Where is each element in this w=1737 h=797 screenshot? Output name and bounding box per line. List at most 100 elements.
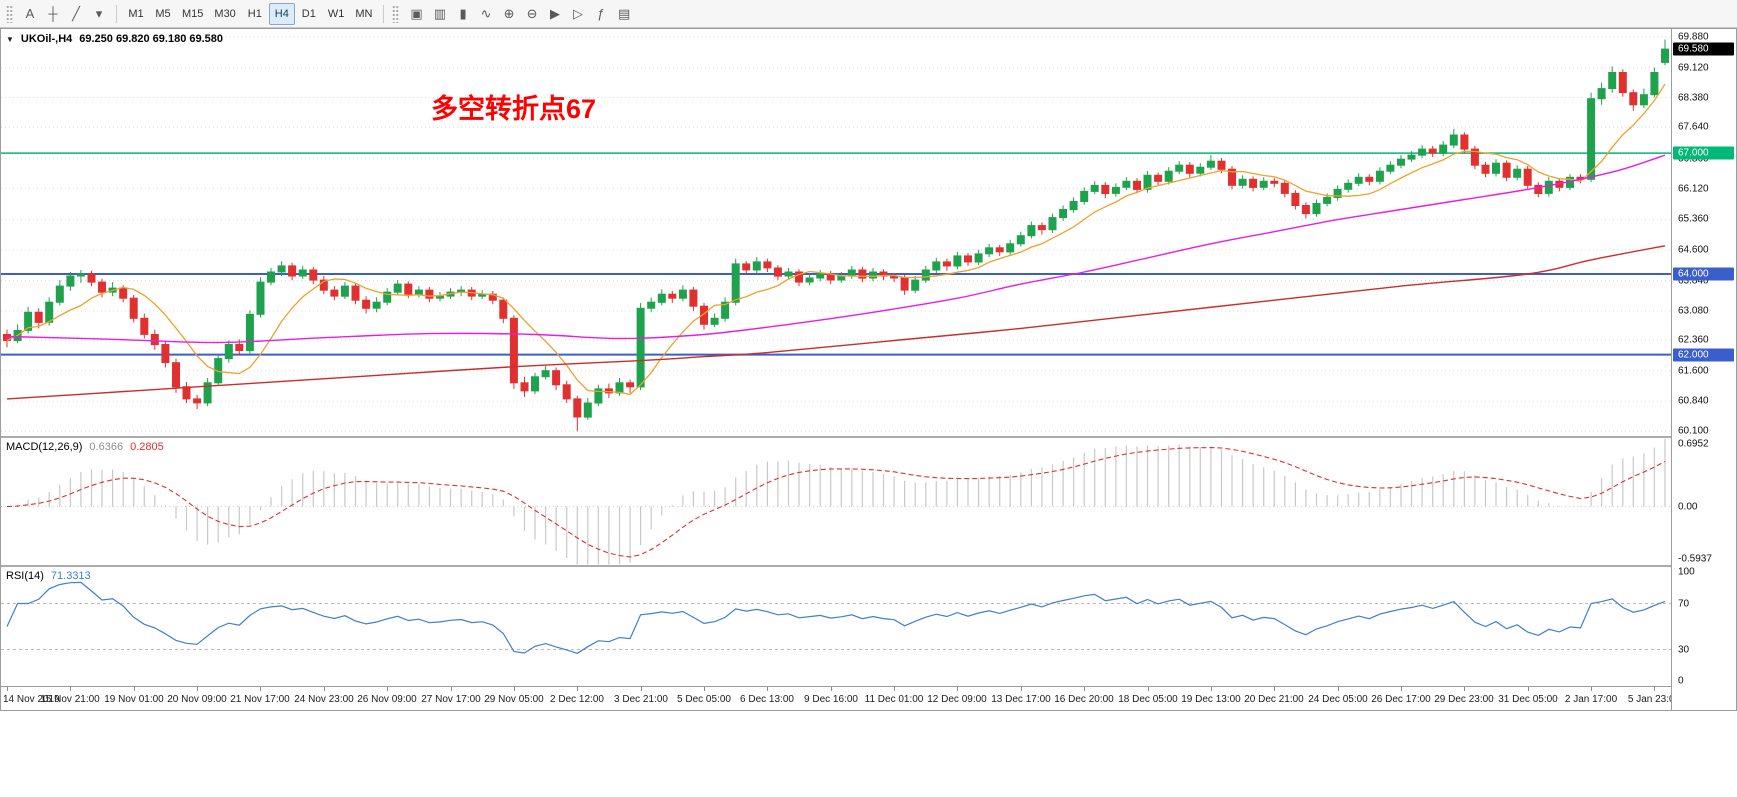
candlestick <box>1059 205 1068 221</box>
macd-panel[interactable]: MACD(12,26,9) 0.6366 0.2805 <box>1 438 1671 565</box>
candlestick <box>1037 222 1046 235</box>
time-label: 14 Nov 2019 <box>3 694 60 705</box>
candlestick <box>995 245 1004 256</box>
candlestick <box>182 382 191 403</box>
rsi-panel[interactable]: RSI(14) 71.3313 <box>1 567 1671 686</box>
crosshair-tool-icon: ┼ <box>48 6 58 21</box>
timeframe-h4-button[interactable]: H4 <box>268 2 295 25</box>
bar-chart-mode-icon: ▥ <box>433 6 447 21</box>
candlestick <box>298 265 307 279</box>
shapes-dropdown-button[interactable]: ▾ <box>88 3 110 25</box>
candlestick <box>879 269 888 281</box>
candlestick <box>921 265 930 283</box>
chart-title: ▼ UKOil-,H4 69.250 69.820 69.180 69.580 <box>6 33 223 45</box>
panel-splitter[interactable] <box>1 565 1671 567</box>
timeframe-m1-button[interactable]: M1 <box>123 3 149 25</box>
candlestick <box>1291 190 1300 210</box>
crosshair-tool-button[interactable]: ┼ <box>42 3 64 25</box>
candlestick <box>161 341 170 368</box>
price-axis[interactable]: 69.88069.12068.38067.64066.86066.12065.3… <box>1671 29 1736 710</box>
time-label: 12 Dec 09:00 <box>927 694 987 705</box>
timeframe-m30-button[interactable]: M30 <box>209 3 240 25</box>
text-label-tool-button[interactable]: A <box>19 3 41 25</box>
time-label: 16 Dec 20:00 <box>1054 694 1114 705</box>
time-tick <box>1211 687 1212 691</box>
candlestick <box>224 340 233 363</box>
line-chart-mode-button[interactable]: ∿ <box>475 3 497 25</box>
candlestick <box>1048 213 1057 233</box>
candlestick-chart[interactable] <box>1 29 1671 436</box>
candlestick <box>932 257 941 274</box>
axis-tick-label: 68.380 <box>1678 92 1709 103</box>
templates-button[interactable]: ▤ <box>613 3 635 25</box>
time-tick <box>1274 687 1275 691</box>
level-price-box: 64.000 <box>1673 267 1734 281</box>
candlestick <box>214 354 223 386</box>
candlestick <box>1270 178 1279 188</box>
candlestick <box>531 372 539 395</box>
symbol-period-label: UKOil-,H4 <box>20 33 73 45</box>
candlestick <box>1027 221 1036 239</box>
candlestick <box>1301 202 1310 219</box>
timeframe-mn-button[interactable]: MN <box>350 3 377 25</box>
chart-shift-button[interactable]: ▷ <box>567 3 589 25</box>
time-label: 15 Nov 21:00 <box>40 694 100 705</box>
axis-tick-label: 100 <box>1678 566 1695 578</box>
candlestick <box>1597 82 1606 105</box>
time-tick <box>1591 687 1592 691</box>
candlestick <box>668 290 677 303</box>
time-tick <box>260 687 261 691</box>
level-price-box: 67.000 <box>1673 146 1734 160</box>
bar-chart-mode-button[interactable]: ▥ <box>429 3 451 25</box>
axis-tick-label: 61.600 <box>1678 365 1709 377</box>
collapse-icon[interactable]: ▼ <box>6 34 14 44</box>
time-label: 9 Dec 16:00 <box>804 694 858 705</box>
timeframe-d1-button[interactable]: D1 <box>296 3 322 25</box>
candlestick <box>594 384 603 407</box>
candlestick-mode-button[interactable]: ▮ <box>452 3 474 25</box>
timeframe-m5-button[interactable]: M5 <box>150 3 176 25</box>
time-tick <box>134 687 135 691</box>
chart-shift-icon: ▷ <box>573 6 584 21</box>
candlestick <box>700 303 708 330</box>
shapes-dropdown-icon: ▾ <box>95 6 103 21</box>
chart-tools-toolbar: ▣ ▥ ▮ ∿ ⊕ ⊖ ▶ ▷ ƒ ▤ <box>405 3 635 25</box>
auto-scroll-button[interactable]: ▶ <box>544 3 566 25</box>
timeframe-w1-button[interactable]: W1 <box>323 3 350 25</box>
toolbar-separator <box>383 4 385 23</box>
zoom-in-button[interactable]: ⊕ <box>498 3 520 25</box>
toolbar-grip[interactable] <box>392 4 400 23</box>
macd-chart[interactable] <box>1 438 1671 565</box>
timeframe-m15-button[interactable]: M15 <box>177 3 208 25</box>
time-axis[interactable]: 14 Nov 2019 15 Nov 21:00 19 Nov 01:00 20 No… <box>1 686 1680 710</box>
candlestick <box>1608 66 1617 93</box>
toolbar-grip[interactable] <box>6 4 13 23</box>
axis-tick-label: 66.120 <box>1678 183 1709 195</box>
candlestick <box>1639 88 1648 108</box>
candlestick <box>1164 167 1173 185</box>
candlestick <box>3 329 11 348</box>
trendline-tool-button[interactable]: ╱ <box>65 3 87 25</box>
candlestick <box>256 277 265 318</box>
axis-tick-label: 65.360 <box>1678 213 1709 225</box>
candlestick <box>372 297 381 313</box>
time-label: 3 Dec 21:00 <box>614 694 668 705</box>
candlestick <box>1397 155 1405 169</box>
panel-splitter[interactable] <box>1 436 1671 438</box>
price-chart-panel[interactable]: ▼ UKOil-,H4 69.250 69.820 69.180 69.580 … <box>1 29 1671 436</box>
candlestick <box>66 272 75 291</box>
rsi-name: RSI(14) <box>6 570 44 582</box>
rsi-chart[interactable] <box>1 567 1671 686</box>
new-order-button[interactable]: ▣ <box>405 3 427 25</box>
candlestick <box>1354 173 1363 187</box>
timeframe-h1-button[interactable]: H1 <box>242 3 268 25</box>
candlestick <box>1513 165 1522 181</box>
rsi-value: 71.3313 <box>50 570 91 582</box>
axis-tick-label: 60.100 <box>1678 425 1709 437</box>
zoom-out-button[interactable]: ⊖ <box>521 3 543 25</box>
candlestick <box>657 289 666 306</box>
zoom-out-icon: ⊖ <box>526 6 538 21</box>
toolbar-separator <box>116 4 117 23</box>
candlestick <box>1418 145 1427 158</box>
indicators-list-button[interactable]: ƒ <box>590 3 612 25</box>
